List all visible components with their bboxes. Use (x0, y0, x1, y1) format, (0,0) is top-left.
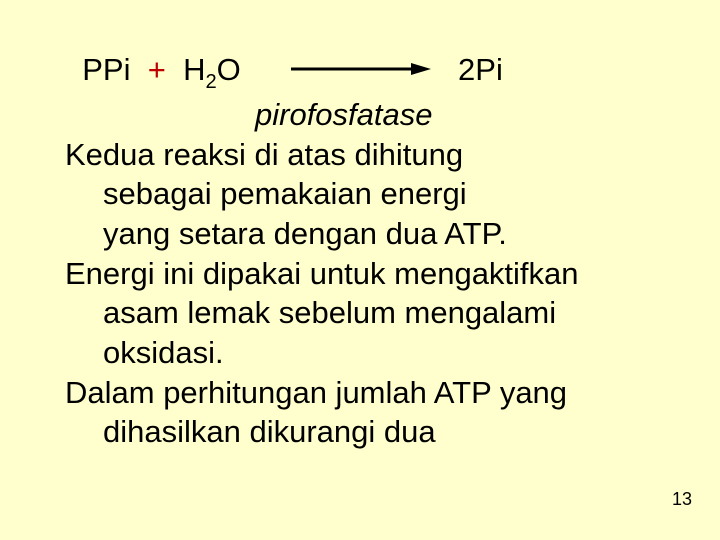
h2o-o: O (217, 52, 241, 87)
slide-content: PPi + H2O 2Pi pirofosfatase Kedua reaksi… (65, 50, 680, 452)
paragraph-3-line-2: dihasilkan dikurangi dua (103, 412, 680, 452)
paragraph-2-line-1: Energi ini dipakai untuk mengaktifkan (65, 254, 680, 294)
paragraph-1-line-2: sebagai pemakaian energi (103, 174, 680, 214)
slide: PPi + H2O 2Pi pirofosfatase Kedua reaksi… (0, 0, 720, 540)
paragraph-1-line-1: Kedua reaksi di atas dihitung (65, 135, 680, 175)
h2o-sub: 2 (205, 71, 216, 93)
reactant-h2o: H2O (183, 52, 241, 87)
reaction-arrow-icon (291, 61, 431, 77)
paragraph-2-line-2: asam lemak sebelum mengalami (103, 293, 680, 333)
reaction-equation: PPi + H2O 2Pi (65, 50, 680, 95)
page-number: 13 (672, 489, 692, 510)
enzyme-label: pirofosfatase (255, 95, 680, 135)
product-2pi: 2Pi (458, 52, 503, 87)
paragraph-3-line-1: Dalam perhitungan jumlah ATP yang (65, 373, 680, 413)
h2o-h: H (183, 52, 205, 87)
plus-sign: + (148, 52, 166, 87)
reactant-ppi: PPi (82, 52, 130, 87)
paragraph-2-line-3: oksidasi. (103, 333, 680, 373)
paragraph-1-line-3: yang setara dengan dua ATP. (103, 214, 680, 254)
